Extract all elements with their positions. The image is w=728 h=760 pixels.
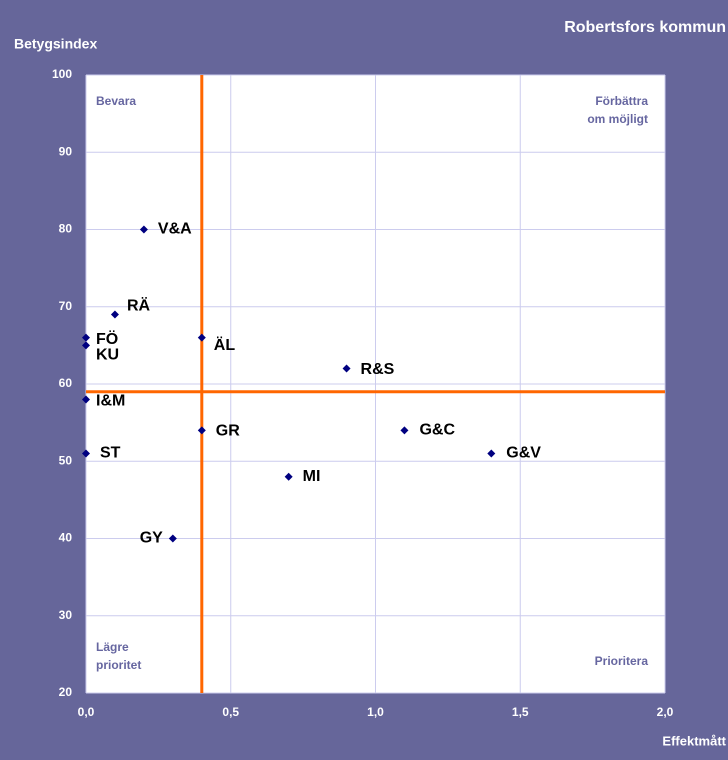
y-tick-label: 30 [59,608,73,622]
point-label: ÄL [214,336,236,354]
quadrant-label: Prioritera [595,654,649,668]
y-tick-label: 60 [59,376,73,390]
quadrant-label: om möjligt [587,112,648,126]
quadrant-label: prioritet [96,658,141,672]
y-tick-label: 40 [59,531,73,545]
quadrant-label: Bevara [96,94,136,108]
quadrant-label: Lägre [96,640,129,654]
point [342,364,351,373]
point [82,341,90,350]
point-label: G&V [506,445,541,462]
y-tick-label: 100 [52,67,72,81]
point-label: V&A [158,221,192,238]
point-label: I&M [96,393,125,410]
point [284,472,293,481]
point [82,333,90,342]
y-tick-label: 70 [59,299,73,313]
point-label: MI [303,468,321,485]
x-axis-label: Effektmått [662,733,726,748]
x-tick-label: 0,5 [222,705,239,719]
quadrant-label: Förbättra [595,94,648,108]
point [487,449,496,458]
point-label: GR [216,423,240,440]
point [197,333,206,342]
point [82,449,90,458]
chart-title: Robertsfors kommun [564,19,726,36]
x-tick-label: 2,0 [657,705,674,719]
x-tick-label: 1,5 [512,705,529,719]
point [168,534,177,543]
point-label: GY [140,530,163,547]
y-axis-label: Betygsindex [14,36,97,52]
point-label: ST [100,445,121,462]
point-label: RÄ [127,297,151,315]
point-label: KU [96,347,119,364]
point [197,426,206,435]
point-label: FÖ [96,329,118,348]
y-tick-label: 90 [59,144,73,158]
x-tick-label: 0,0 [78,705,95,719]
y-tick-label: 50 [59,453,73,467]
point [139,225,148,234]
y-tick-label: 80 [59,222,73,236]
x-tick-label: 1,0 [367,705,384,719]
point [110,310,119,319]
point [400,426,409,435]
point-label: R&S [361,361,395,378]
point-label: G&C [419,422,455,439]
point [82,395,90,404]
y-tick-label: 20 [59,685,73,699]
